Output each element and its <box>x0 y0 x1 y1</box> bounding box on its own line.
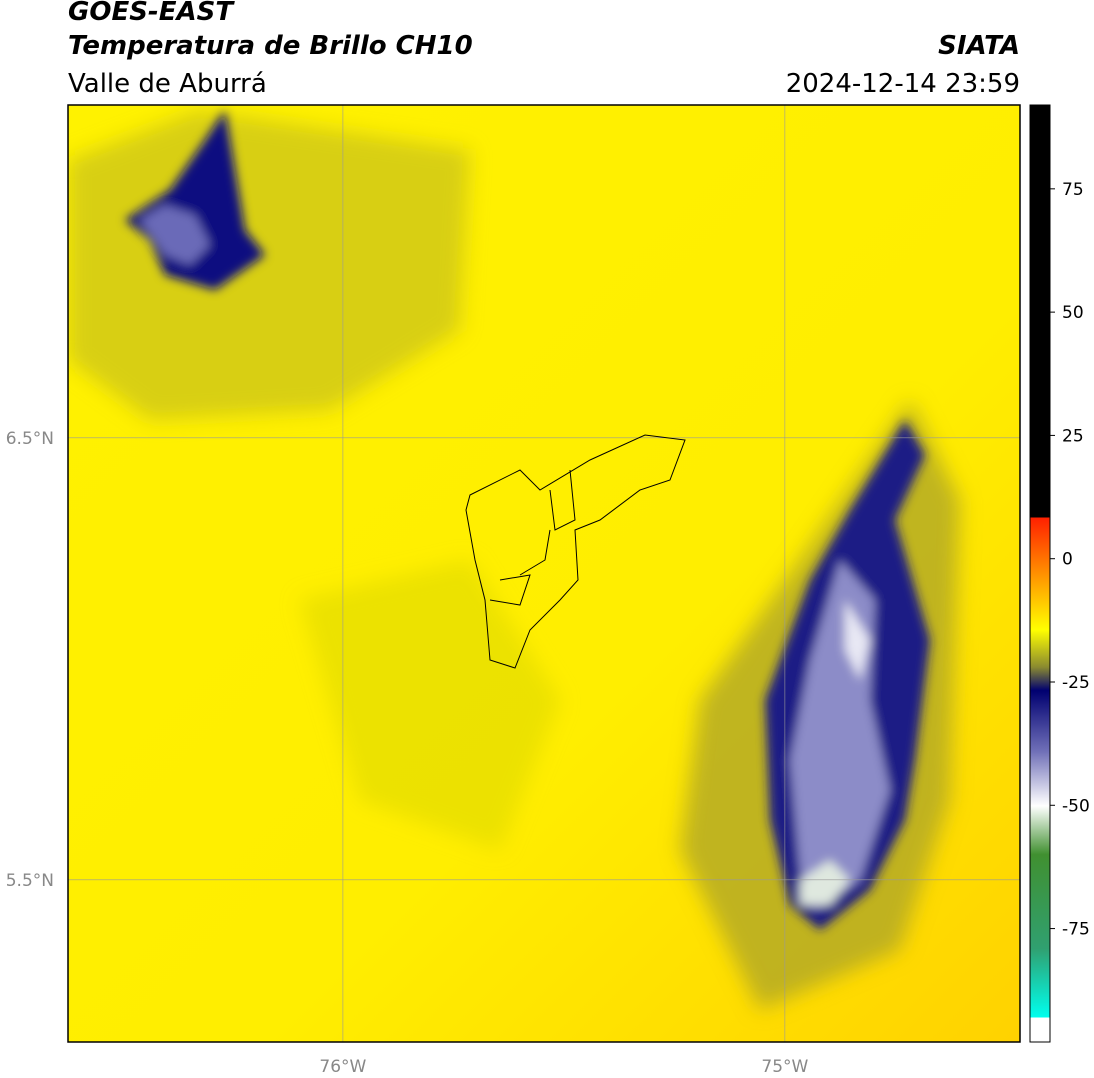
colorbar-tick-label: 25 <box>1062 426 1084 446</box>
source: SIATA <box>938 31 1020 61</box>
colorbar-tick-label: -75 <box>1062 920 1090 940</box>
graticule <box>68 105 1020 1042</box>
colorbar-tick-label: 0 <box>1062 550 1073 570</box>
colorbar <box>1029 104 1051 1043</box>
region: Valle de Aburrá <box>68 69 267 99</box>
map <box>68 105 1020 1042</box>
municipal-boundaries <box>465 434 686 669</box>
colorbar-tick-label: -50 <box>1062 796 1090 816</box>
lat-label: 5.5°N <box>6 871 54 891</box>
lon-label: 75°W <box>761 1057 808 1077</box>
colorbar-tick-label: 50 <box>1062 303 1084 323</box>
lon-label: 76°W <box>319 1057 366 1077</box>
map-frame <box>67 104 1021 1043</box>
lat-label: 6.5°N <box>6 429 54 449</box>
subtitle: Temperatura de Brillo CH10 <box>68 31 473 61</box>
colorbar-tick-label: 75 <box>1062 180 1084 200</box>
datetime: 2024-12-14 23:59 <box>786 69 1020 99</box>
title: GOES-EAST <box>68 0 235 27</box>
colorbar-tick-label: -25 <box>1062 673 1090 693</box>
